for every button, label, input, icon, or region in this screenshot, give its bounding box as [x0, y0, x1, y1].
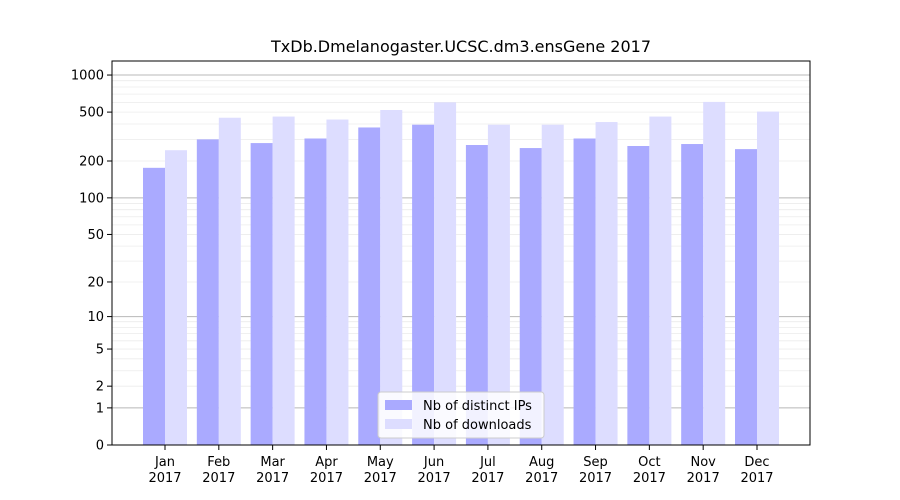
x-tick-label: 2017 — [687, 471, 720, 486]
x-axis: Jan2017Feb2017Mar2017Apr2017May2017Jun20… — [148, 445, 774, 486]
legend-label: Nb of downloads — [423, 418, 532, 433]
x-tick-label: Jun — [423, 455, 444, 470]
x-tick-label: Oct — [638, 455, 660, 470]
y-axis: 0 1 2 5 10 20 50 100 200 500 1000 — [71, 69, 112, 454]
x-tick-label: 2017 — [364, 471, 397, 486]
bar-downloads — [218, 117, 241, 445]
y-tick-label: 0 — [96, 439, 104, 454]
bar-downloads — [757, 111, 779, 446]
x-tick-label: 2017 — [633, 471, 666, 486]
x-tick-label: Apr — [315, 455, 338, 470]
x-tick-label: Jul — [479, 455, 496, 470]
bar-distinct-ips — [465, 145, 488, 445]
bar-downloads — [649, 116, 672, 445]
y-tick-label: 200 — [79, 155, 104, 170]
legend-swatch — [385, 400, 412, 410]
legend-label: Nb of distinct IPs — [423, 399, 532, 414]
y-tick-label: 5 — [96, 343, 104, 358]
legend: Nb of distinct IPs Nb of downloads — [377, 391, 545, 439]
y-tick-label: 20 — [87, 275, 104, 290]
bar-downloads — [326, 119, 349, 445]
y-tick-label: 1 — [96, 401, 104, 416]
bar-downloads — [487, 124, 510, 445]
x-tick-label: 2017 — [471, 471, 504, 486]
y-tick-label: 10 — [87, 310, 104, 325]
bar-downloads — [272, 116, 295, 445]
y-tick-label: 500 — [79, 106, 104, 121]
bar-distinct-ips — [358, 127, 381, 446]
legend-swatch — [385, 419, 412, 429]
x-tick-label: 2017 — [256, 471, 289, 486]
bar-distinct-ips — [519, 148, 542, 445]
bar-distinct-ips — [250, 143, 273, 445]
bar-distinct-ips — [573, 138, 596, 446]
bar-downloads — [703, 101, 726, 445]
bar-distinct-ips — [196, 139, 219, 445]
x-tick-label: May — [367, 455, 394, 470]
x-tick-label: Jan — [154, 455, 175, 470]
bar-downloads — [434, 102, 457, 445]
x-tick-label: 2017 — [525, 471, 558, 486]
bar-distinct-ips — [627, 146, 650, 445]
x-tick-label: Feb — [207, 455, 230, 470]
bar-distinct-ips — [304, 138, 327, 446]
y-tick-label: 100 — [79, 191, 104, 206]
x-tick-label: Sep — [583, 455, 608, 470]
bar-downloads — [165, 150, 187, 446]
y-tick-label: 1000 — [71, 69, 104, 84]
bar-downloads — [541, 124, 564, 445]
x-tick-label: 2017 — [418, 471, 451, 486]
bar-distinct-ips — [412, 124, 435, 445]
x-tick-label: Aug — [529, 455, 554, 470]
bar-downloads — [595, 122, 618, 445]
legend-box — [377, 391, 545, 439]
x-tick-label: 2017 — [310, 471, 343, 486]
x-tick-label: 2017 — [740, 471, 773, 486]
bar-distinct-ips — [735, 149, 757, 445]
y-tick-label: 2 — [96, 380, 104, 395]
x-tick-label: 2017 — [148, 471, 181, 486]
x-tick-label: Dec — [744, 455, 769, 470]
plot-frame — [111, 60, 811, 446]
bars — [143, 101, 779, 446]
bar-downloads — [380, 110, 403, 445]
x-tick-label: 2017 — [579, 471, 612, 486]
bar-distinct-ips — [681, 144, 704, 445]
y-tick-label: 50 — [87, 228, 104, 243]
chart-title: TxDb.Dmelanogaster.UCSC.dm3.ensGene 2017 — [270, 37, 651, 56]
x-tick-label: 2017 — [202, 471, 235, 486]
x-tick-label: Nov — [690, 455, 716, 470]
x-tick-label: Mar — [260, 455, 285, 470]
bar-distinct-ips — [143, 167, 165, 445]
